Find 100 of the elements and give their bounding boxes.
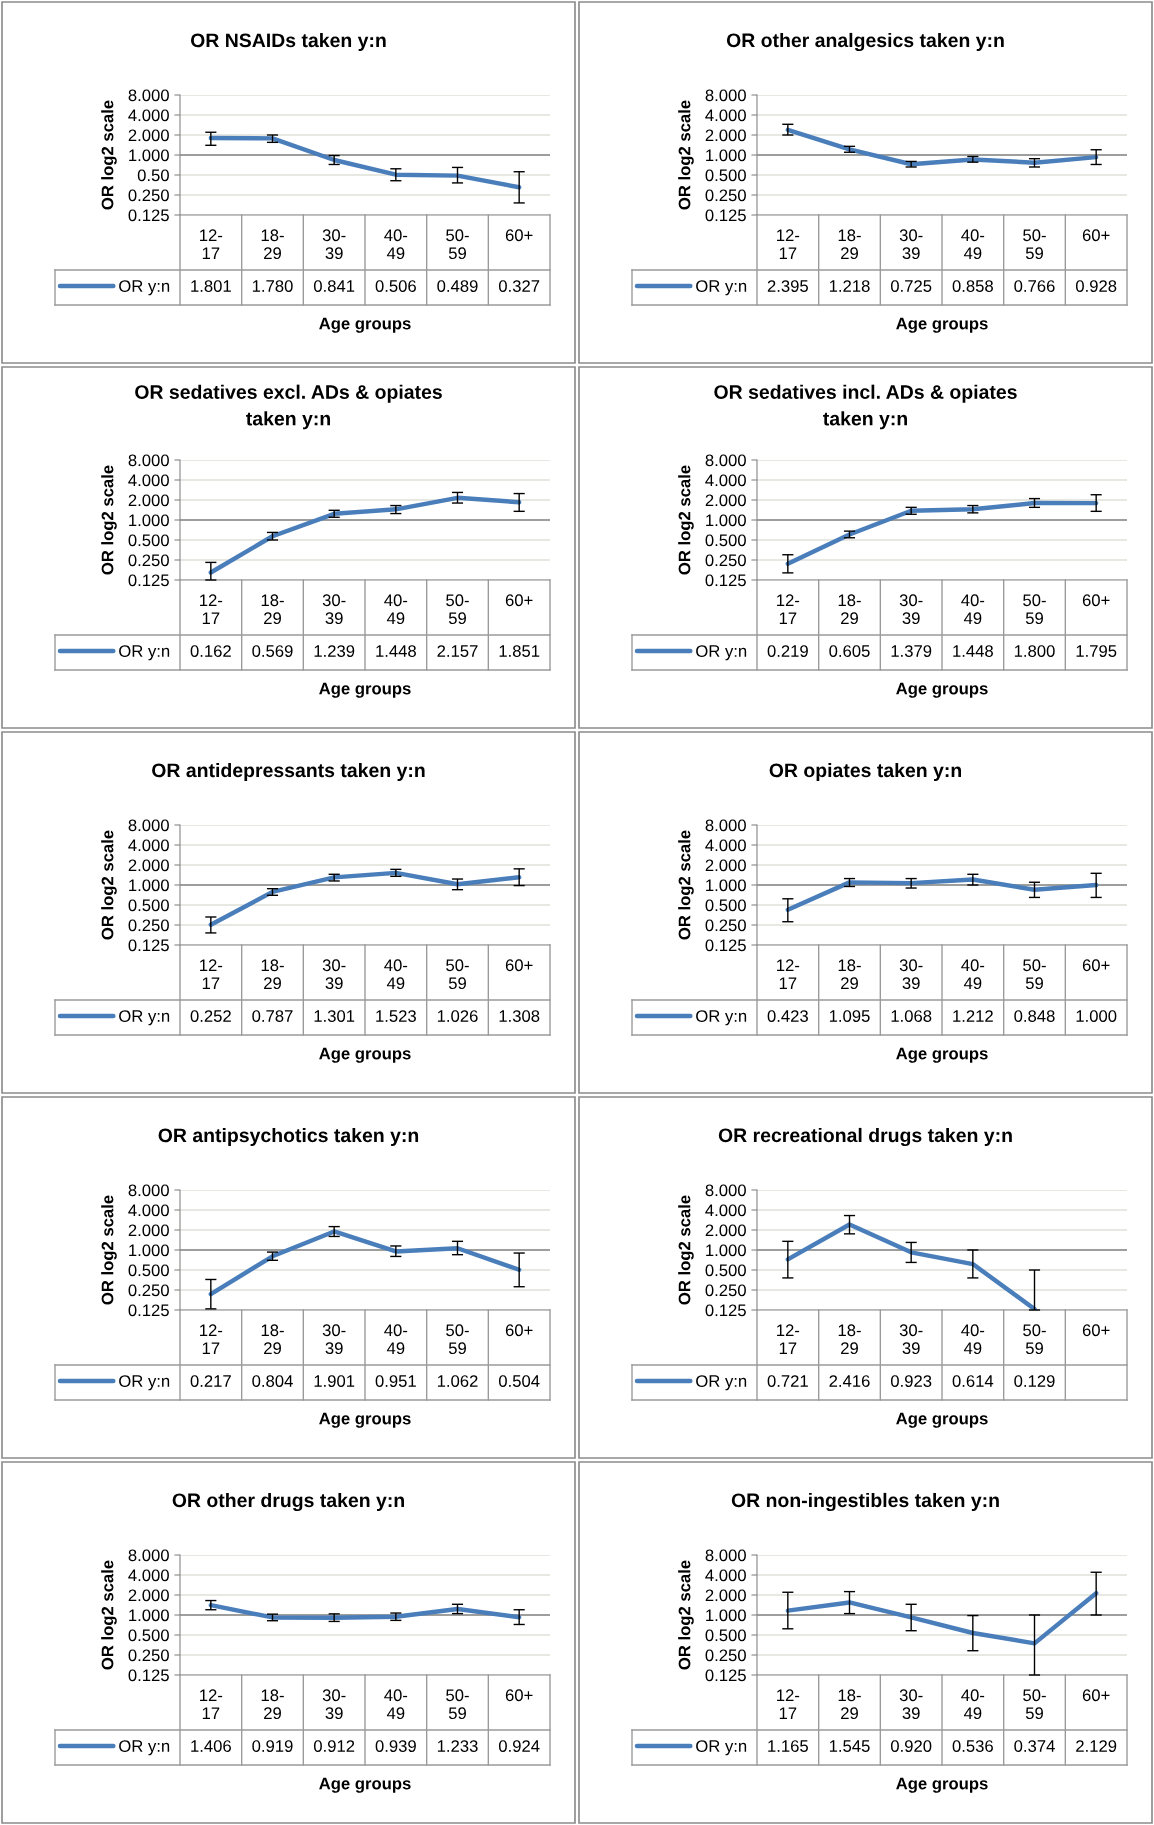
- data-label: 0.219: [767, 645, 808, 657]
- data-label: 2.129: [1076, 1740, 1117, 1752]
- y-tick-label: 1.000: [129, 514, 169, 527]
- x-tick-label: 18-29: [261, 1324, 284, 1355]
- data-label: 1.801: [191, 280, 231, 292]
- y-tick-label: 4.000: [705, 1204, 746, 1217]
- data-label: 1.545: [829, 1740, 870, 1752]
- y-axis-title: OR log2 scale: [678, 100, 694, 210]
- x-tick-label: 60+: [1082, 594, 1110, 607]
- y-tick-label: 0.500: [705, 169, 746, 182]
- y-tick-label: 0.500: [705, 899, 746, 912]
- line-series: [208, 1229, 522, 1297]
- x-tick-label: 30-39: [322, 959, 346, 990]
- y-tick-label: 2.000: [128, 1589, 169, 1602]
- data-label: 0.804: [252, 1375, 293, 1387]
- x-tick-label: 40-49: [961, 229, 985, 260]
- data-label: 0.939: [375, 1740, 416, 1752]
- y-tick-label: 4.000: [128, 1569, 169, 1582]
- y-tick-label: 0.250: [705, 1649, 746, 1662]
- y-axis-title: OR log2 scale: [101, 830, 117, 940]
- x-tick-label: 12-17: [200, 229, 223, 259]
- y-tick-label: 8.000: [128, 454, 169, 467]
- x-tick-label: 30-39: [322, 1689, 346, 1720]
- data-label: 1.448: [376, 645, 416, 657]
- data-label: 1.308: [499, 1010, 540, 1022]
- data-label: 1.448: [953, 645, 993, 657]
- x-axis-title: Age groups: [896, 1412, 988, 1428]
- data-label: 1.068: [891, 1010, 932, 1022]
- data-label: 1.218: [829, 280, 870, 292]
- x-tick-label: 30-39: [899, 1324, 923, 1355]
- y-tick-label: 0.500: [128, 534, 169, 547]
- y-tick-label: 1.000: [706, 514, 746, 527]
- y-tick-label: 2.000: [705, 1224, 746, 1237]
- data-label: 1.301: [314, 1010, 355, 1022]
- data-label: 0.129: [1014, 1375, 1055, 1387]
- legend-label: OR y:n: [696, 1740, 747, 1756]
- data-label: 0.721: [767, 1375, 808, 1387]
- y-tick-label: 0.250: [705, 554, 746, 567]
- data-label: 0.504: [498, 1375, 540, 1387]
- x-tick-label: 40-49: [384, 594, 408, 625]
- data-label: 0.252: [190, 1010, 231, 1022]
- y-tick-label: 0.250: [705, 1284, 746, 1297]
- y-tick-label: 2.000: [705, 859, 746, 872]
- chart-title: OR other drugs taken y:n: [172, 1492, 404, 1512]
- line-series: [785, 1222, 1037, 1310]
- legend-label: OR y:n: [696, 1010, 747, 1026]
- line-series: [208, 495, 522, 575]
- data-label: 0.928: [1075, 280, 1117, 292]
- y-axis-title: OR log2 scale: [101, 1560, 117, 1670]
- y-tick-label: 0.125: [128, 939, 169, 952]
- legend-label: OR y:n: [696, 1375, 747, 1391]
- x-tick-label: 60+: [505, 1324, 533, 1337]
- y-tick-label: 2.000: [705, 494, 746, 507]
- y-tick-label: 8.000: [128, 89, 169, 102]
- y-tick-label: 8.000: [705, 454, 746, 467]
- x-tick-label: 50-59: [446, 229, 469, 260]
- chart-title: OR other analgesics taken y:n: [726, 32, 1004, 52]
- x-tick-label: 40-49: [961, 1689, 985, 1720]
- data-label: 0.569: [252, 645, 293, 657]
- y-tick-label: 4.000: [128, 839, 169, 852]
- data-label: 1.165: [768, 1740, 808, 1752]
- x-tick-label: 40-49: [384, 229, 408, 260]
- y-tick-label: 1.000: [129, 1609, 169, 1622]
- y-tick-label: 8.000: [128, 1184, 169, 1197]
- data-label: 1.095: [829, 1010, 870, 1022]
- x-tick-label: 50-59: [1023, 1689, 1046, 1720]
- data-label: 0.919: [252, 1740, 293, 1752]
- data-label: 1.026: [437, 1010, 478, 1022]
- x-axis-title: Age groups: [319, 317, 411, 333]
- x-tick-label: 30-39: [322, 594, 346, 625]
- data-label: 0.605: [829, 645, 870, 657]
- data-label: 0.766: [1014, 280, 1055, 292]
- y-tick-label: 0.500: [128, 1264, 169, 1277]
- x-tick-label: 60+: [505, 594, 533, 607]
- x-tick-label: 50-59: [1023, 594, 1046, 625]
- y-tick-label: 1.000: [706, 1244, 746, 1257]
- data-label: 0.217: [190, 1375, 231, 1387]
- data-label: 2.416: [829, 1375, 870, 1387]
- x-tick-label: 50-59: [1023, 229, 1046, 260]
- line-series: [785, 1590, 1099, 1646]
- line-series: [208, 870, 522, 927]
- x-tick-label: 18-29: [838, 594, 861, 625]
- line-series: [785, 127, 1099, 167]
- chart-title: OR opiates taken y:n: [769, 762, 962, 782]
- y-tick-label: 0.125: [128, 1304, 169, 1317]
- y-axis-title: OR log2 scale: [678, 830, 694, 940]
- legend-label: OR y:n: [119, 1010, 170, 1026]
- y-tick-label: 0.250: [128, 554, 169, 567]
- y-tick-label: 8.000: [705, 89, 746, 102]
- data-label: 1.062: [437, 1375, 478, 1387]
- chart-title: OR non-ingestibles taken y:n: [731, 1492, 999, 1512]
- x-tick-label: 12-17: [200, 959, 223, 989]
- y-tick-label: 4.000: [705, 1569, 746, 1582]
- data-label: 0.841: [313, 280, 355, 292]
- y-tick-label: 2.000: [128, 129, 169, 142]
- y-axis-title: OR log2 scale: [101, 1195, 117, 1305]
- data-label: 0.327: [498, 280, 540, 292]
- data-label: 0.923: [890, 1375, 932, 1387]
- y-tick-label: 1.000: [706, 149, 746, 162]
- y-tick-label: 1.000: [706, 879, 746, 892]
